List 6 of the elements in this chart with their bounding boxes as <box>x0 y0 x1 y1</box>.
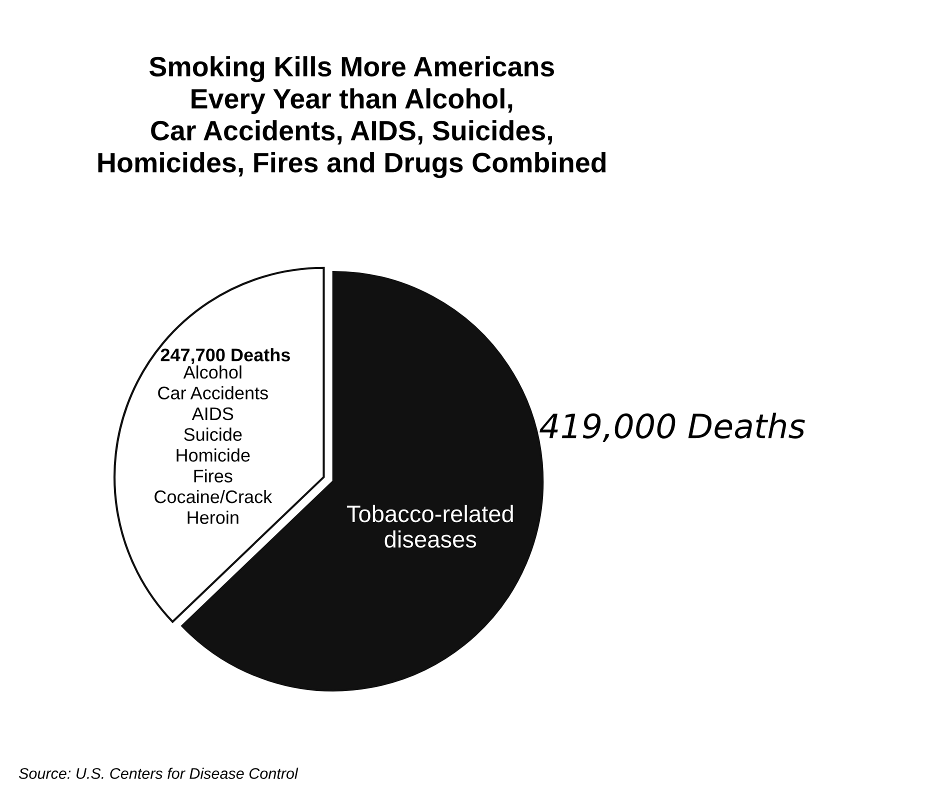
source-note: Source: U.S. Centers for Disease Control <box>18 768 298 779</box>
data-label: 247,700 Deaths <box>160 348 290 364</box>
slice-label: Tobacco-related diseases <box>346 504 513 548</box>
chart-title: Smoking Kills More Americans Every Year than Alcohol, Car Accidents, AIDS, Suicides, Homicides, Fires and Drugs Combined <box>98 56 606 178</box>
data-label: 419,000 Deaths <box>540 412 805 442</box>
slice-label: Alcohol Car Accidents AIDS Suicide Homicide Fires Cocaine/Crack Heroin <box>154 365 272 524</box>
